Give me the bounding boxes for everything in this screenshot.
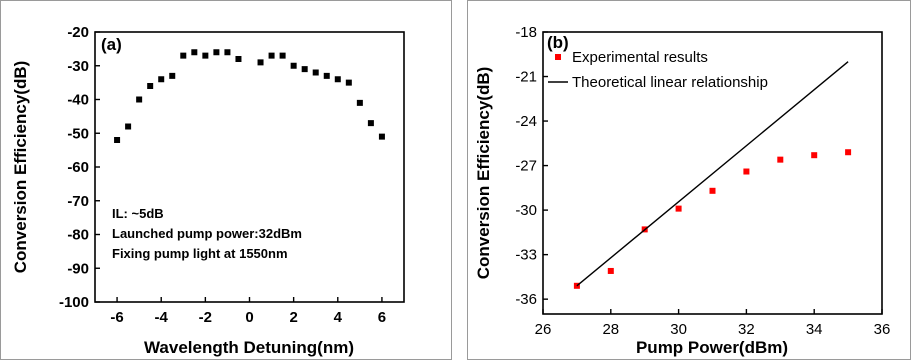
data-point [191,49,198,56]
data-point [334,76,341,83]
annotation-il: IL: ~5dB [112,206,164,221]
panel-b: 26 28 30 32 34 36 -36 -33 -30 -27 -24 -21 -18 (b) Ex… [467,0,911,360]
y-tick-label: -30 [67,58,89,75]
annotation-pump-wavelength: Fixing pump light at 1550nm [112,246,288,261]
data-point [312,69,319,76]
panel-a-xlabel: Wavelength Detuning(nm) [144,338,354,357]
data-point [224,49,231,56]
data-point [743,168,750,175]
data-point [290,62,297,69]
data-point [345,79,352,86]
data-point [235,56,242,62]
panel-a-ylabel: Conversion Efficiency(dB) [11,61,30,274]
x-tick-label: 0 [245,309,253,326]
legend-label-theoretical: Theoretical linear relationship [572,74,768,91]
y-tick-label: -90 [67,260,89,277]
series-line-theoretical [576,61,849,287]
data-point [213,49,220,56]
y-tick-label: -27 [515,158,537,175]
y-tick-label: -80 [67,227,89,244]
x-tick-label: 32 [738,321,755,338]
y-tick-label: -36 [515,291,537,308]
y-tick-label: -18 [515,24,537,41]
data-point [202,52,209,59]
data-point [136,96,143,103]
y-tick-label: -40 [67,92,89,109]
x-tick-label: 4 [334,309,343,326]
data-point [279,52,286,59]
panel-b-border [467,0,911,360]
x-tick-label: 36 [874,321,891,338]
data-point [356,99,363,106]
y-tick-label: -70 [67,193,89,210]
data-point [777,156,784,163]
legend-label-experimental: Experimental results [572,49,708,66]
data-point [257,59,264,66]
data-point [607,267,614,274]
x-tick-label: -4 [155,309,169,326]
panel-a-border [0,0,452,360]
data-point [378,133,385,140]
panel-a-ticks: -6 -4 -2 0 2 4 6-100-90-80-70-60-50-40-30-20 [59,24,386,326]
data-point [268,52,275,59]
data-point [845,149,852,156]
x-tick-label: 28 [602,321,619,338]
data-point [323,72,330,79]
panel-b-marks [573,61,852,289]
x-tick-label: 26 [535,321,552,338]
y-tick-label: -21 [515,69,537,86]
panel-b-legend: Experimental results Theoretical linear … [548,49,768,91]
data-point [811,152,818,159]
data-point [301,66,308,73]
panel-b-xlabel: Pump Power(dBm) [636,338,788,357]
data-point [169,72,176,79]
y-tick-label: -24 [515,113,537,130]
data-point [114,137,121,143]
x-tick-label: 6 [378,309,386,326]
y-tick-label: -60 [67,159,89,176]
data-point [709,187,716,194]
annotation-pump-power: Launched pump power:32dBm [112,226,302,241]
panel-b-ticks: 26 28 30 32 34 36 -36 -33 -30 -27 -24 -21 -18 [515,24,890,338]
data-point [675,205,682,212]
x-tick-label: -2 [199,309,212,326]
y-tick-label: -100 [59,294,89,311]
x-tick-label: 30 [670,321,687,338]
data-point [147,83,154,89]
x-tick-label: 34 [806,321,823,338]
legend-marker-experimental [555,54,561,60]
y-tick-label: -30 [515,202,537,219]
y-tick-label: -20 [67,24,89,41]
data-point [367,120,374,127]
data-point [158,76,165,83]
x-tick-label: 2 [289,309,297,326]
panel-b-plot-frame [542,31,883,315]
panel-a-marks [114,49,385,143]
panel-a-label: (a) [101,35,122,54]
panel-b-ylabel: Conversion Efficiency(dB) [474,67,493,280]
data-point [125,123,132,130]
x-tick-label: -6 [110,309,123,326]
panel-a-plot-frame [94,31,405,303]
panel-b-label: (b) [547,33,569,52]
data-point [180,52,187,59]
y-tick-label: -50 [67,125,89,142]
y-tick-label: -33 [515,247,537,264]
panel-a: -6 -4 -2 0 2 4 6-100-90-80-70-60-50-40-30-20 (… [0,0,452,360]
